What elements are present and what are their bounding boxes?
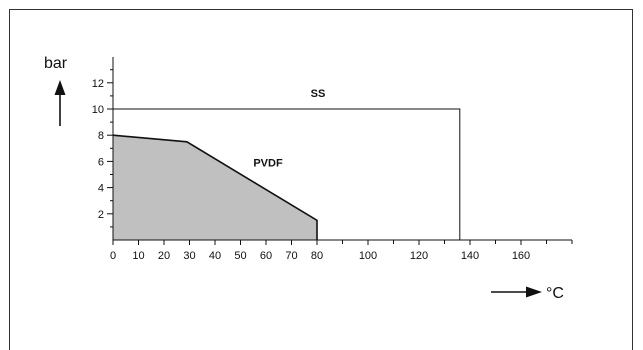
y-tick-label: 2 — [98, 209, 104, 221]
y-tick-label: 4 — [98, 183, 104, 195]
x-tick-label: 160 — [512, 250, 530, 262]
x-tick-label: 60 — [260, 250, 272, 262]
y-axis-arrow-icon — [54, 80, 66, 126]
y-tick-label: 6 — [98, 156, 104, 168]
x-tick-label: 30 — [183, 250, 195, 262]
x-axis-arrow-icon — [491, 286, 542, 298]
series-pvdf-outline — [112, 134, 318, 240]
series-label-ss: SS — [311, 88, 326, 100]
chart-frame — [9, 9, 633, 350]
x-tick-label: 70 — [285, 250, 297, 262]
x-tick-label: 80 — [311, 250, 323, 262]
series-label-pvdf: PVDF — [253, 158, 283, 170]
y-tick-label: 12 — [92, 78, 104, 90]
series-ss-outline — [113, 108, 461, 240]
x-tick-label: 140 — [461, 250, 479, 262]
y-tick-label: 10 — [92, 104, 104, 116]
x-tick-label: 40 — [209, 250, 221, 262]
x-tick-label: 50 — [234, 250, 246, 262]
y-axis-label: bar — [44, 55, 68, 72]
x-tick-label: 100 — [359, 250, 377, 262]
x-tick-label: 10 — [132, 250, 144, 262]
x-tick-label: 20 — [158, 250, 170, 262]
y-tick-label: 8 — [98, 130, 104, 142]
series-pvdf-area — [113, 135, 317, 240]
x-tick-label: 0 — [110, 250, 116, 262]
x-tick-label: 120 — [410, 250, 428, 262]
x-axis-label: °C — [546, 285, 564, 302]
